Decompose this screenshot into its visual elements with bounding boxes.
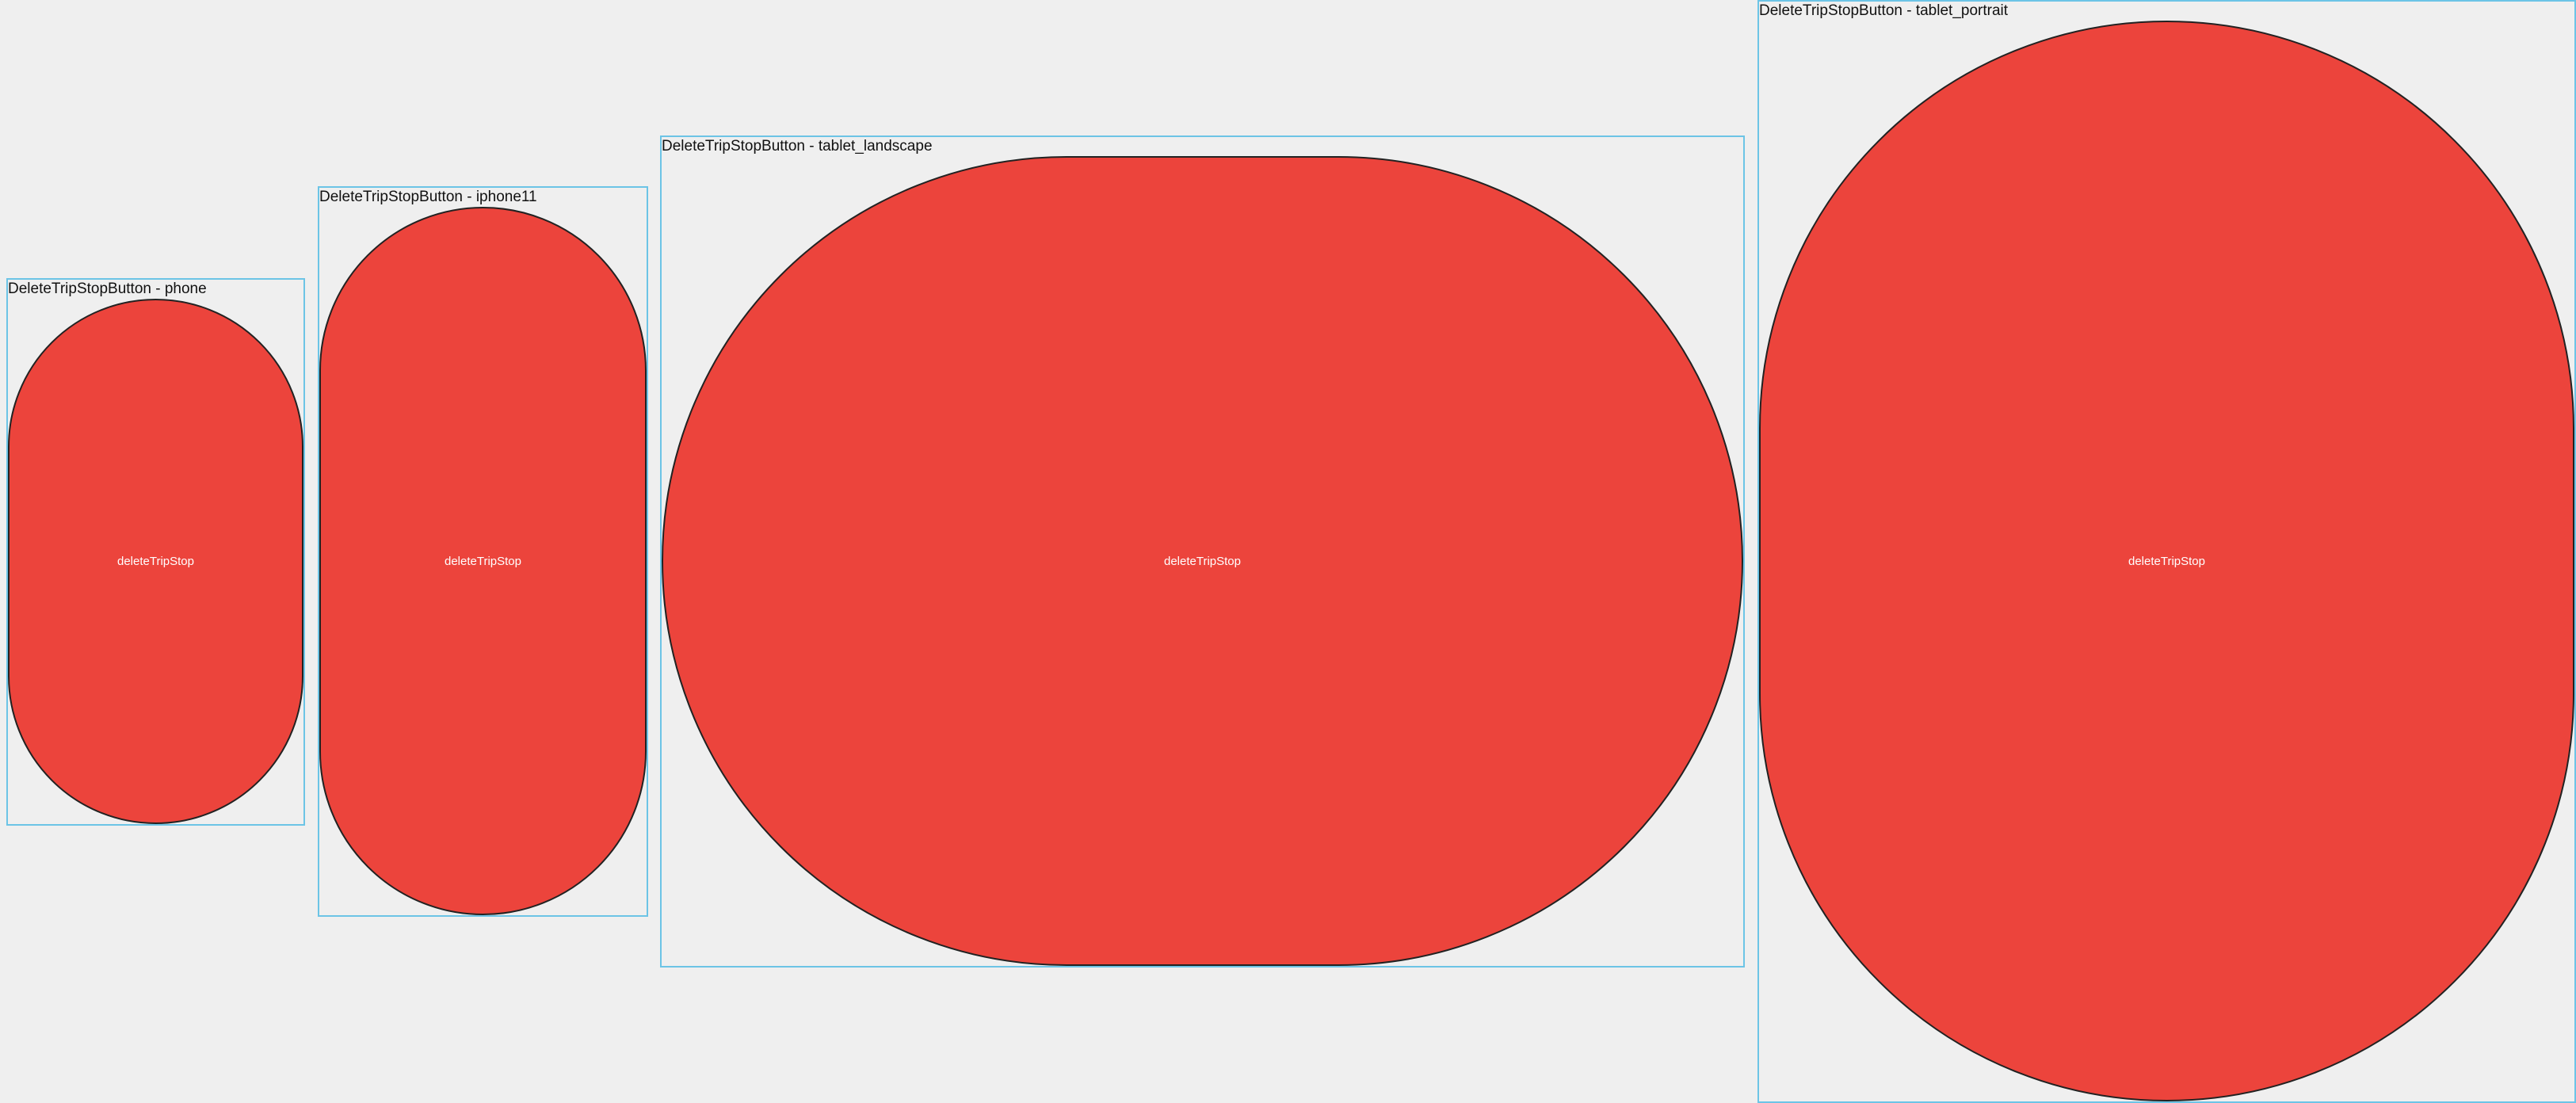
delete-trip-stop-button-tablet-landscape[interactable]: deleteTripStop (662, 156, 1743, 966)
delete-trip-stop-button-tablet-portrait[interactable]: deleteTripStop (1759, 21, 2574, 1101)
delete-trip-stop-button-iphone11[interactable]: deleteTripStop (319, 207, 647, 915)
delete-trip-stop-label: deleteTripStop (2128, 554, 2205, 568)
preview-frame-tablet-landscape: DeleteTripStopButton - tablet_landscape … (660, 135, 1745, 968)
preview-frame-iphone11: DeleteTripStopButton - iphone11 deleteTr… (318, 186, 648, 917)
preview-title-tablet-portrait: DeleteTripStopButton - tablet_portrait (1759, 2, 2009, 19)
delete-trip-stop-label: deleteTripStop (116, 555, 194, 568)
preview-title-phone: DeleteTripStopButton - phone (8, 281, 207, 297)
delete-trip-stop-button-phone[interactable]: deleteTripStop (8, 299, 303, 824)
preview-frame-phone: DeleteTripStopButton - phone deleteTripS… (6, 278, 305, 826)
preview-title-iphone11: DeleteTripStopButton - iphone11 (319, 189, 537, 205)
delete-trip-stop-label: deleteTripStop (444, 554, 521, 568)
delete-trip-stop-label: deleteTripStop (1163, 554, 1241, 568)
preview-title-tablet-landscape: DeleteTripStopButton - tablet_landscape (662, 138, 933, 155)
preview-frame-tablet-portrait: DeleteTripStopButton - tablet_portrait d… (1757, 0, 2576, 1103)
